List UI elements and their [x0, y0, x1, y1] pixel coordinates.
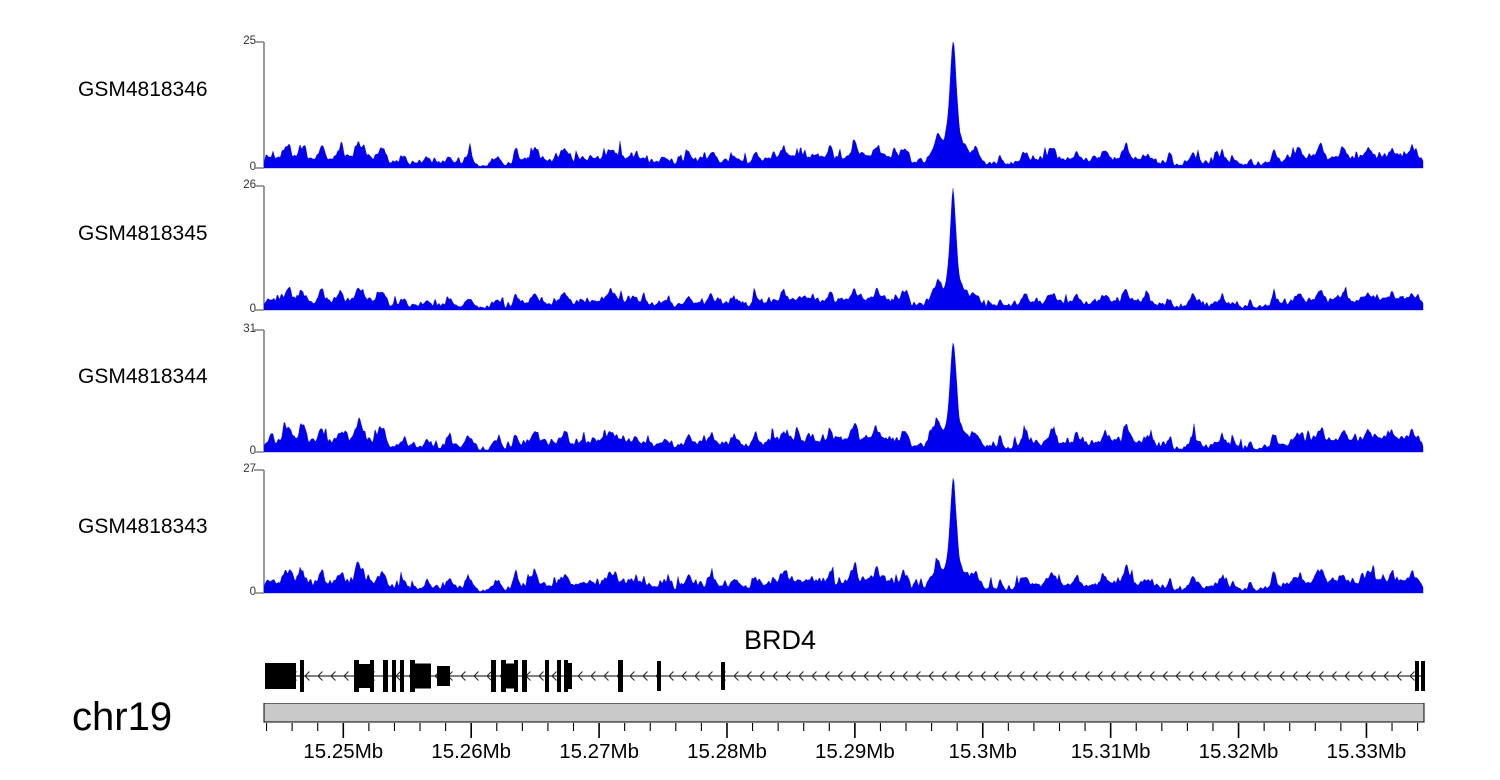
coverage-plot	[264, 342, 1424, 453]
y-axis	[254, 469, 265, 594]
gene-name-label: BRD4	[743, 625, 817, 655]
ruler-tick-label: 15.26Mb	[431, 740, 512, 763]
ruler-tick-label: 15.25Mb	[303, 740, 384, 763]
y-axis	[254, 41, 265, 169]
axis-max-value: 25	[243, 35, 256, 47]
ruler-tick-label: 15.29Mb	[814, 740, 895, 763]
gene-model[interactable]	[0, 656, 1500, 698]
axis-max-value: 27	[243, 463, 256, 475]
chromosome-label: chr19	[72, 695, 173, 739]
track-label: GSM4818345	[78, 222, 208, 245]
axis-max-value: 31	[243, 323, 256, 335]
ruler-tick-label: 15.31Mb	[1070, 740, 1151, 763]
axis-max-value: 26	[243, 179, 256, 191]
track-label: GSM4818344	[78, 365, 208, 388]
coverage-plot	[264, 188, 1424, 311]
ruler-tick-label: 15.27Mb	[559, 740, 639, 763]
track-label: GSM4818346	[78, 78, 208, 101]
axis-min-value: 0	[249, 303, 256, 315]
axis-min-value: 0	[249, 445, 256, 457]
track-label: GSM4818343	[78, 515, 208, 538]
coverage-plot	[264, 478, 1424, 594]
y-axis	[254, 185, 265, 311]
ruler-tick-label: 15.33Mb	[1326, 740, 1407, 763]
ruler-tick-label: 15.3Mb	[948, 740, 1017, 763]
coverage-plot	[264, 42, 1424, 169]
ruler-tick-label: 15.32Mb	[1198, 740, 1279, 763]
axis-min-value: 0	[249, 586, 256, 598]
ruler-tick-label: 15.28Mb	[687, 740, 767, 763]
genome-ruler[interactable]	[0, 703, 1500, 763]
axis-min-value: 0	[249, 161, 256, 173]
y-axis	[254, 329, 265, 453]
